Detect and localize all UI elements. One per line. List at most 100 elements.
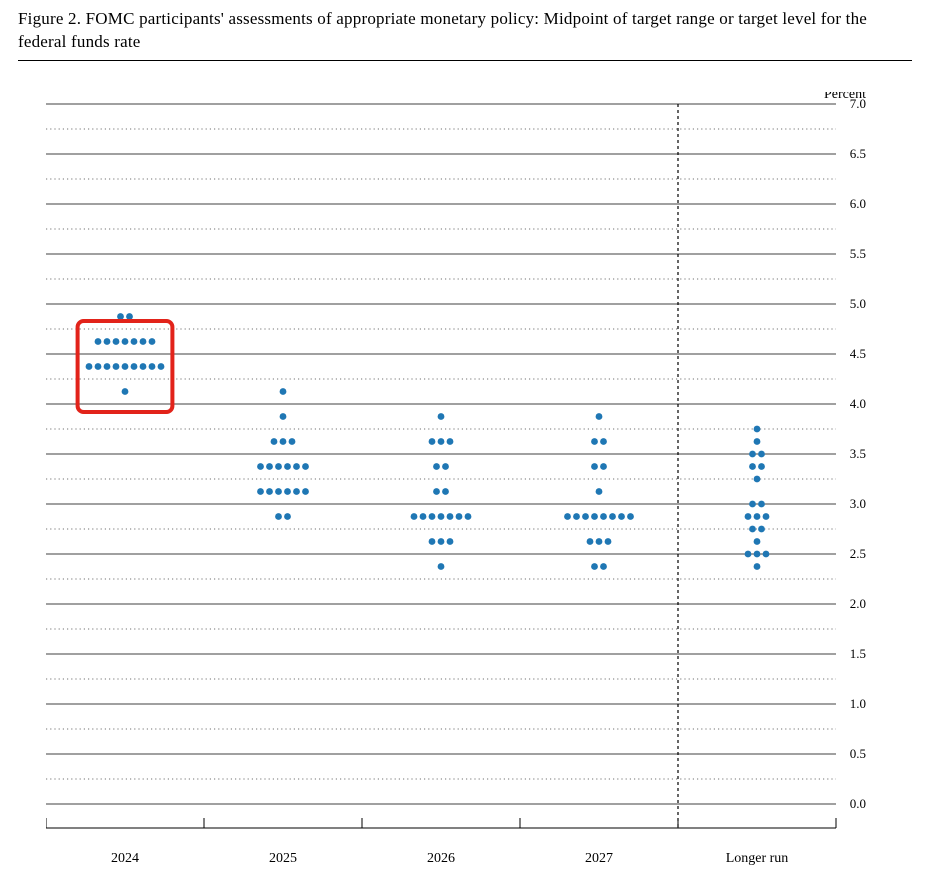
dot: [442, 488, 449, 495]
dot: [302, 488, 309, 495]
y-axis-label: Percent: [824, 92, 866, 102]
x-category-label: 2024: [111, 851, 139, 866]
dot: [591, 563, 598, 570]
dot: [122, 338, 129, 345]
dot: [591, 513, 598, 520]
dot: [465, 513, 472, 520]
dot: [754, 563, 761, 570]
dot: [749, 451, 756, 458]
dot: [749, 501, 756, 508]
dot: [754, 513, 761, 520]
y-tick-label: 3.0: [850, 496, 866, 511]
dot: [438, 513, 445, 520]
dot: [442, 463, 449, 470]
dot: [438, 413, 445, 420]
dot: [573, 513, 580, 520]
dot: [131, 363, 138, 370]
x-axis: 2024202520262027Longer run: [46, 818, 836, 866]
dot: [596, 413, 603, 420]
dot: [754, 551, 761, 558]
dot: [122, 363, 129, 370]
dot: [754, 538, 761, 545]
dot: [438, 563, 445, 570]
dot: [257, 463, 264, 470]
chart-svg: 0.00.51.01.52.02.53.03.54.04.55.05.56.06…: [46, 92, 886, 882]
dot: [754, 438, 761, 445]
dot: [582, 513, 589, 520]
dot: [745, 551, 752, 558]
dot: [564, 513, 571, 520]
dot: [149, 338, 156, 345]
dot: [275, 463, 282, 470]
dot-plot-chart: 0.00.51.01.52.02.53.03.54.04.55.05.56.06…: [46, 92, 886, 882]
dot: [627, 513, 634, 520]
dot: [758, 501, 765, 508]
dot: [284, 513, 291, 520]
dot: [596, 488, 603, 495]
dot: [302, 463, 309, 470]
dot: [433, 488, 440, 495]
dot: [113, 363, 120, 370]
dot: [609, 513, 616, 520]
dot: [758, 463, 765, 470]
figure-title: Figure 2. FOMC participants' assessments…: [18, 8, 912, 54]
dot: [140, 338, 147, 345]
dot: [86, 363, 93, 370]
figure-container: Figure 2. FOMC participants' assessments…: [0, 0, 930, 895]
dot: [749, 463, 756, 470]
dot: [95, 338, 102, 345]
dot: [758, 526, 765, 533]
dot: [749, 526, 756, 533]
dot: [420, 513, 427, 520]
dot: [266, 463, 273, 470]
dot: [95, 363, 102, 370]
gridlines: [46, 104, 836, 804]
dot: [140, 363, 147, 370]
dot: [122, 388, 129, 395]
dot: [271, 438, 278, 445]
dot: [763, 513, 770, 520]
dot: [754, 426, 761, 433]
dot: [447, 513, 454, 520]
dot: [266, 488, 273, 495]
dot: [280, 388, 287, 395]
dot: [745, 513, 752, 520]
dot: [596, 538, 603, 545]
dot: [280, 413, 287, 420]
y-tick-label: 4.0: [850, 396, 866, 411]
dot: [754, 476, 761, 483]
dot: [758, 451, 765, 458]
dot: [280, 438, 287, 445]
dot: [284, 488, 291, 495]
dot: [591, 463, 598, 470]
dot: [587, 538, 594, 545]
dot: [600, 513, 607, 520]
dot: [605, 538, 612, 545]
y-tick-label: 1.5: [850, 646, 866, 661]
dot: [429, 513, 436, 520]
y-tick-label: 1.0: [850, 696, 866, 711]
dot: [618, 513, 625, 520]
dot: [293, 463, 300, 470]
dot: [149, 363, 156, 370]
y-tick-label: 4.5: [850, 346, 866, 361]
dot: [600, 438, 607, 445]
y-axis: 0.00.51.01.52.02.53.03.54.04.55.05.56.06…: [824, 92, 866, 811]
dot: [104, 363, 111, 370]
dot: [275, 513, 282, 520]
x-category-label: 2027: [585, 851, 613, 866]
dot: [456, 513, 463, 520]
dot: [447, 538, 454, 545]
dot: [438, 538, 445, 545]
y-tick-label: 6.0: [850, 196, 866, 211]
dot: [117, 313, 124, 320]
y-tick-label: 3.5: [850, 446, 866, 461]
dots: [86, 313, 770, 570]
y-tick-label: 5.0: [850, 296, 866, 311]
dot: [429, 438, 436, 445]
dot: [131, 338, 138, 345]
y-tick-label: 5.5: [850, 246, 866, 261]
dot: [293, 488, 300, 495]
dot: [284, 463, 291, 470]
dot: [433, 463, 440, 470]
